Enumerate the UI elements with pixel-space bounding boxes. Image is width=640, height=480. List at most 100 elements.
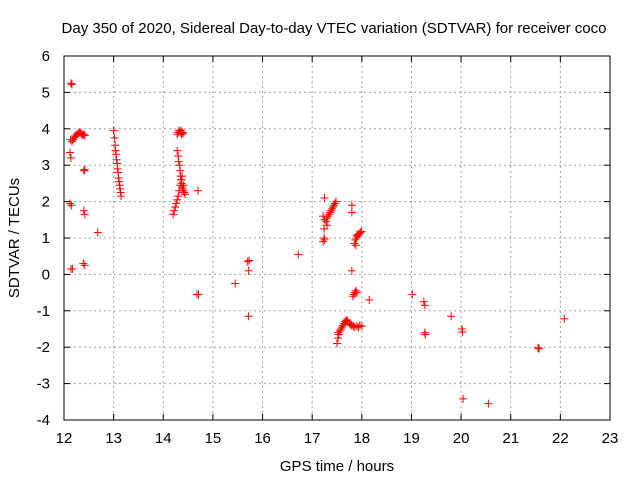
data-point: [177, 130, 186, 139]
data-point: [65, 148, 74, 157]
x-tick-label: 18: [353, 430, 370, 447]
x-tick-label: 13: [105, 430, 122, 447]
grid: [64, 56, 610, 420]
data-point: [351, 241, 360, 250]
data-point: [459, 394, 468, 403]
data-point: [421, 330, 430, 339]
data-point: [338, 321, 347, 330]
data-point: [323, 213, 332, 222]
data-point: [408, 290, 417, 299]
data-point: [79, 259, 88, 268]
y-tick-labels: -4 -3 -2 -1 0 1 2 3 4 5 6: [37, 48, 50, 429]
y-axis-label: SDTVAR / TECUs: [6, 178, 23, 298]
y-tick-label: -4: [37, 412, 50, 429]
data-point: [329, 203, 338, 212]
data-point: [177, 175, 186, 184]
data-point: [350, 239, 359, 248]
data-point: [352, 288, 361, 297]
data-point: [357, 322, 366, 331]
data-point: [79, 166, 88, 175]
data-point: [447, 312, 456, 321]
data-point: [419, 297, 428, 306]
data-point: [68, 264, 77, 273]
x-axis-label: GPS time / hours: [280, 458, 394, 475]
y-tick-label: 3: [42, 157, 50, 174]
data-point: [175, 186, 184, 195]
data-point: [332, 197, 341, 206]
y-tick-label: 0: [42, 266, 50, 283]
data-point: [170, 206, 179, 215]
data-point: [328, 204, 337, 213]
data-point: [324, 212, 333, 221]
data-point: [174, 157, 183, 166]
x-tick-label: 22: [552, 430, 569, 447]
data-point: [327, 206, 336, 215]
data-point: [67, 201, 76, 210]
data-point: [79, 206, 88, 215]
x-tick-labels: 12 13 14 15 16 17 18 19 20 21 22 23: [56, 430, 619, 447]
data-point: [176, 181, 185, 190]
data-point: [109, 126, 118, 135]
data-point: [67, 80, 76, 89]
y-tick-label: 1: [42, 230, 50, 247]
data-point: [420, 301, 429, 310]
chart-title: Day 350 of 2020, Sidereal Day-to-day VTE…: [62, 20, 607, 37]
y-tick-label: 4: [42, 121, 50, 138]
data-point: [337, 323, 346, 332]
data-point: [172, 199, 181, 208]
y-tick-label: 5: [42, 84, 50, 101]
data-point: [484, 399, 493, 408]
data-point: [243, 257, 252, 266]
data-point: [194, 186, 203, 195]
data-point: [80, 131, 89, 140]
data-point: [325, 210, 334, 219]
data-point: [294, 250, 303, 259]
data-point: [535, 344, 544, 353]
data-point: [348, 292, 357, 301]
data-point: [320, 224, 329, 233]
data-point: [244, 266, 253, 275]
data-point: [335, 326, 344, 335]
data-point: [355, 321, 364, 330]
data-point: [169, 210, 178, 219]
data-point: [181, 190, 190, 199]
y-tick-label: 2: [42, 194, 50, 211]
data-point: [534, 343, 543, 352]
data-point: [66, 153, 75, 162]
data-point: [173, 146, 182, 155]
data-point: [117, 192, 126, 201]
x-tick-label: 20: [453, 430, 470, 447]
data-point: [330, 201, 339, 210]
data-point: [357, 227, 366, 236]
data-point: [179, 129, 188, 138]
data-point: [320, 193, 329, 202]
data-point: [171, 203, 180, 212]
data-point: [334, 330, 343, 339]
data-point: [352, 231, 361, 240]
x-tick-label: 19: [403, 430, 420, 447]
data-point: [80, 165, 89, 174]
data-point: [319, 237, 328, 246]
x-tick-label: 23: [602, 430, 619, 447]
data-point: [110, 133, 119, 142]
data-point: [80, 261, 89, 270]
data-point: [245, 256, 254, 265]
data-point: [231, 279, 240, 288]
axis-ticks: [63, 55, 611, 421]
data-point: [560, 314, 569, 323]
data-point: [333, 328, 342, 337]
data-point: [174, 192, 183, 201]
data-point: [347, 201, 356, 210]
data-point: [79, 130, 88, 139]
data-point: [80, 210, 89, 219]
data-points: [65, 79, 569, 408]
data-point: [173, 195, 182, 204]
data-point: [65, 199, 74, 208]
x-tick-label: 12: [56, 430, 73, 447]
y-tick-label: -2: [37, 339, 50, 356]
y-tick-label: -3: [37, 376, 50, 393]
x-tick-label: 21: [502, 430, 519, 447]
data-point: [354, 323, 363, 332]
data-point: [347, 266, 356, 275]
